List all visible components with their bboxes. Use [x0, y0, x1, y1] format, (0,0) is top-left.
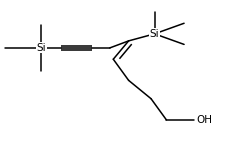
Text: Si: Si: [150, 29, 159, 39]
Text: OH: OH: [196, 115, 212, 125]
Text: Si: Si: [37, 43, 46, 53]
